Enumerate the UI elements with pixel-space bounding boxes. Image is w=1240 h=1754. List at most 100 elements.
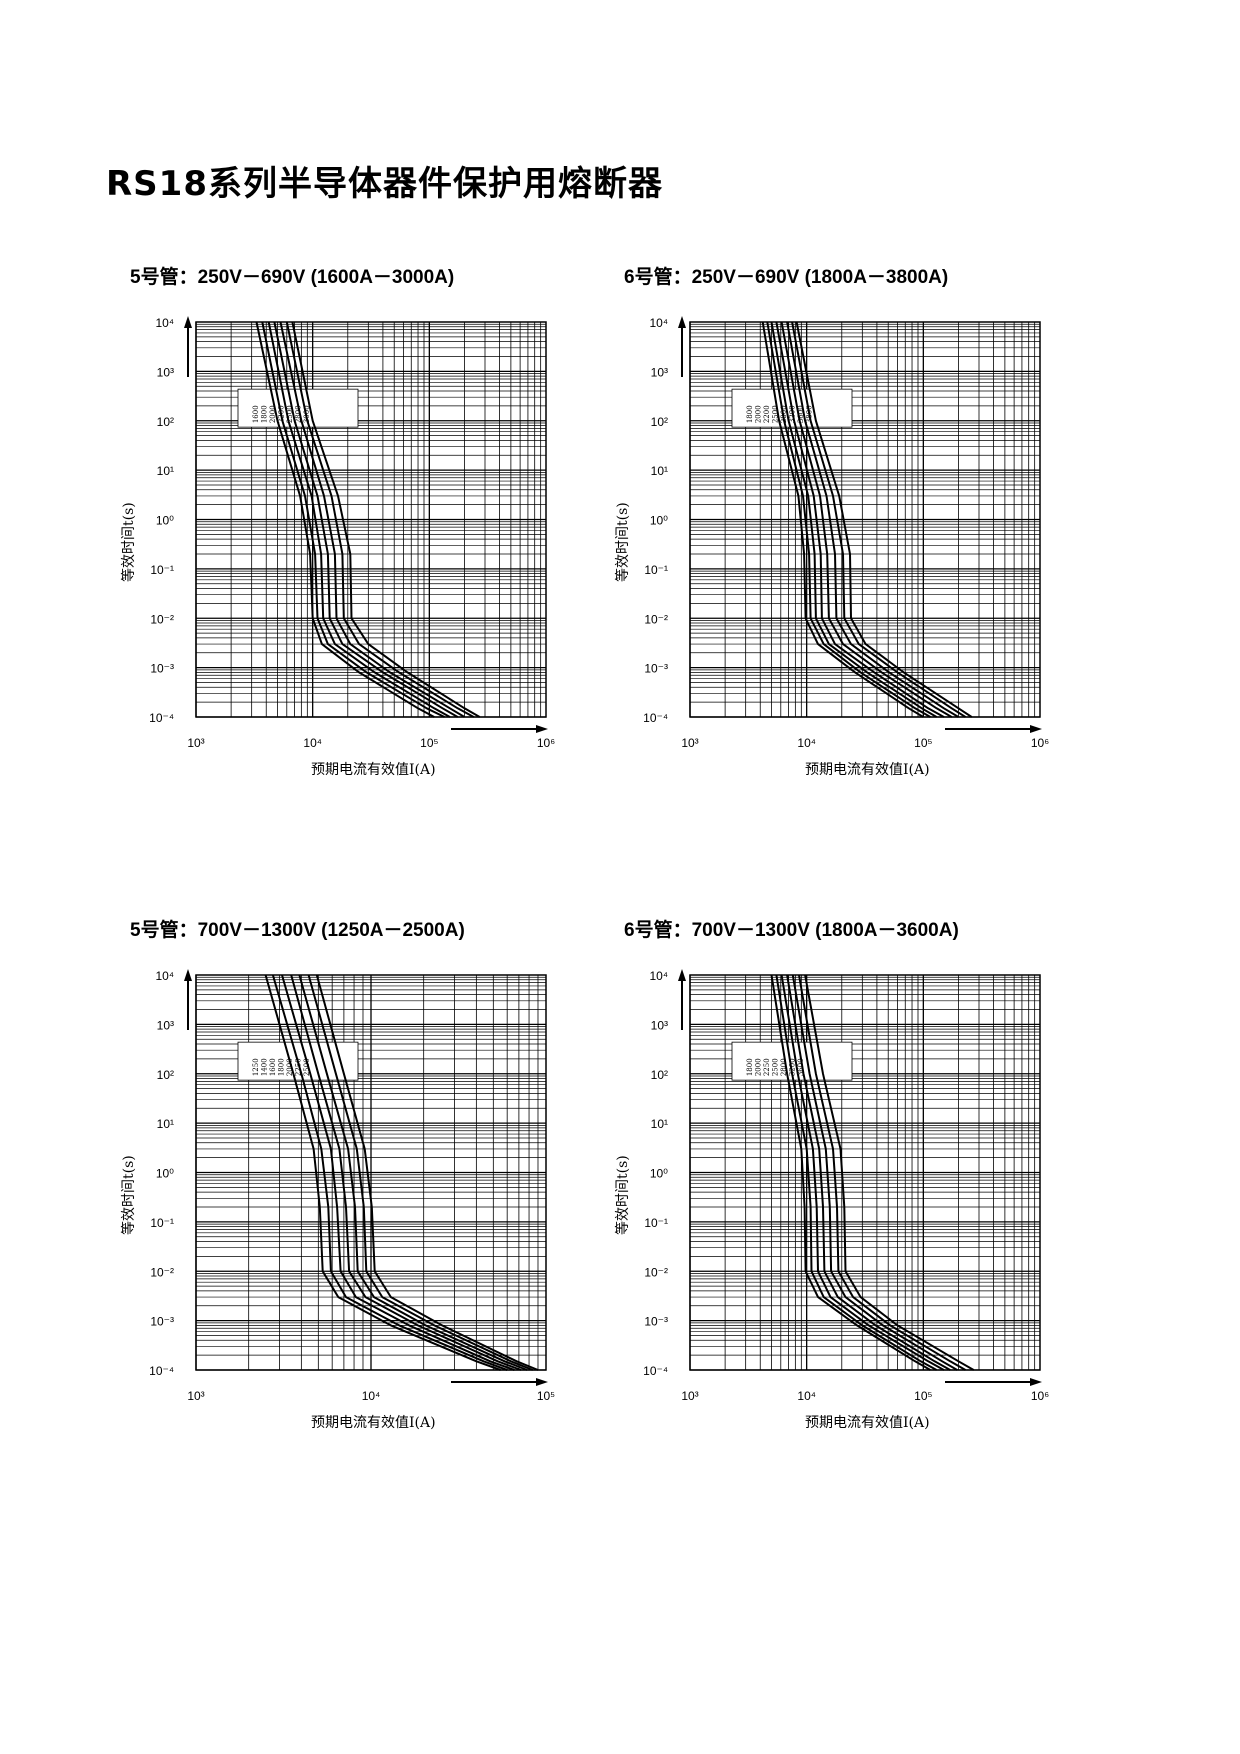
x-axis-arrowhead xyxy=(1030,725,1042,733)
x-tick-label: 10⁴ xyxy=(797,1389,816,1403)
y-axis-arrowhead xyxy=(678,969,686,981)
y-tick-label: 10² xyxy=(157,415,174,429)
y-tick-label: 10³ xyxy=(651,365,668,379)
x-tick-label: 10³ xyxy=(187,1389,204,1403)
legend-label: 2500 xyxy=(286,405,294,423)
legend-label: 1800 xyxy=(746,405,754,423)
series-line xyxy=(791,974,958,1371)
y-tick-label: 10⁴ xyxy=(649,969,668,983)
chart-svg: 10⁴ 10³ 10² 10¹ 10⁰ 10⁻¹ 10⁻² 10⁻³ 10⁻⁴ 10³ 10⁴ 10⁵… xyxy=(149,969,555,1403)
series-line xyxy=(775,321,945,718)
y-tick-label: 10⁻⁴ xyxy=(643,711,668,725)
grid xyxy=(195,322,546,718)
y-tick-label: 10⁻¹ xyxy=(644,1216,668,1230)
legend-label: 1800 xyxy=(278,1058,286,1076)
y-tick-label: 10⁻³ xyxy=(150,1315,174,1329)
chart-heading: 5号管：250V－690V (1600A－3000A) xyxy=(130,267,455,288)
x-tick-label: 10⁴ xyxy=(797,736,816,750)
y-tick-label: 10⁴ xyxy=(155,969,174,983)
series-line xyxy=(273,321,459,718)
series-line xyxy=(770,974,931,1371)
series-line xyxy=(271,974,508,1371)
legend-label: 2000 xyxy=(755,405,763,423)
x-tick-label: 10⁵ xyxy=(914,736,932,750)
legend-label: 2200 xyxy=(763,405,771,423)
plot-frame xyxy=(689,321,1041,718)
x-axis-arrowhead xyxy=(536,725,548,733)
legend-label: 1800 xyxy=(261,405,269,423)
x-tick-label: 10⁵ xyxy=(914,1389,932,1403)
y-tick-label: 10⁴ xyxy=(649,316,668,330)
series-line xyxy=(775,974,938,1371)
legend-label: 2800 xyxy=(780,405,788,423)
series-line xyxy=(298,974,528,1371)
y-tick-label: 10⁻² xyxy=(150,1265,174,1279)
series-line xyxy=(766,321,931,718)
y-tick-label: 10⁻⁴ xyxy=(149,711,174,725)
series-line xyxy=(786,974,951,1371)
y-axis-label: 等效时间t(s) xyxy=(121,502,137,582)
y-tick-label: 10⁻⁴ xyxy=(643,1364,668,1378)
legend-label: 3600 xyxy=(797,405,805,423)
legend-label: 3000 xyxy=(303,405,311,423)
x-axis-label: 预期电流有效值I(A) xyxy=(805,762,930,778)
y-tick-label: 10¹ xyxy=(157,1117,174,1131)
x-axis-label: 预期电流有效值I(A) xyxy=(311,762,436,778)
y-tick-label: 10⁻² xyxy=(644,1265,668,1279)
legend-label: 1600 xyxy=(269,1058,277,1076)
legend-label: 2500 xyxy=(772,1058,780,1076)
legend-label: 3200 xyxy=(789,1058,797,1076)
series-line xyxy=(761,321,924,718)
y-tick-label: 10³ xyxy=(157,365,174,379)
y-axis-label: 等效时间t(s) xyxy=(615,502,631,582)
y-tick-label: 10³ xyxy=(651,1018,668,1032)
legend-label: 1250 xyxy=(252,1058,260,1076)
x-tick-label: 10³ xyxy=(681,1389,698,1403)
y-tick-label: 10¹ xyxy=(651,464,668,478)
legend-label: 2000 xyxy=(269,405,277,423)
y-tick-label: 10⁻³ xyxy=(150,662,174,676)
x-axis-arrowhead xyxy=(1030,1378,1042,1386)
y-tick-label: 10⁻² xyxy=(644,612,668,626)
series-line xyxy=(290,974,522,1371)
chart-5-250-690: 5号管：250V－690V (1600A－3000A) 10⁴ 10³ 10² 10¹… xyxy=(106,262,666,822)
series-line xyxy=(279,321,466,718)
y-tick-label: 10⁻¹ xyxy=(150,563,174,577)
x-tick-label: 10⁶ xyxy=(1031,736,1049,750)
y-tick-label: 10¹ xyxy=(157,464,174,478)
series-group xyxy=(255,321,481,718)
page-title: RS18系列半导体器件保护用熔断器 xyxy=(106,164,663,204)
series-group xyxy=(770,974,975,1371)
x-tick-label: 10⁵ xyxy=(537,1389,555,1403)
legend-label: 2000 xyxy=(286,1058,294,1076)
y-tick-label: 10⁻⁴ xyxy=(149,1364,174,1378)
x-tick-label: 10⁵ xyxy=(420,736,438,750)
series-line xyxy=(281,974,515,1371)
chart-5-700-1300: 5号管：700V－1300V (1250A－2500A) 10⁴ 10³ 10² 10… xyxy=(106,915,666,1475)
legend-label: 3600 xyxy=(797,1058,805,1076)
plot-frame xyxy=(689,974,1041,1371)
y-tick-label: 10⁰ xyxy=(156,1167,174,1181)
chart-svg: 10⁴ 10³ 10² 10¹ 10⁰ 10⁻¹ 10⁻² 10⁻³ 10⁻⁴ 10³ 10⁴ 10⁵… xyxy=(149,316,555,750)
grid xyxy=(195,975,546,1371)
x-axis-label: 预期电流有效值I(A) xyxy=(805,1415,930,1431)
series-line xyxy=(307,974,534,1371)
x-tick-label: 10⁶ xyxy=(1031,1389,1049,1403)
chart-svg: 10⁴ 10³ 10² 10¹ 10⁰ 10⁻¹ 10⁻² 10⁻³ 10⁻⁴ 10³ 10⁴ 10⁵… xyxy=(643,969,1049,1403)
y-tick-label: 10¹ xyxy=(651,1117,668,1131)
series-line xyxy=(795,321,973,718)
x-axis-arrowhead xyxy=(536,1378,548,1386)
series-line xyxy=(804,974,975,1371)
x-tick-label: 10³ xyxy=(681,736,698,750)
chart-heading: 6号管：250V－690V (1800A－3800A) xyxy=(624,267,949,288)
y-tick-label: 10³ xyxy=(157,1018,174,1032)
series-group xyxy=(761,321,973,718)
chart-heading: 6号管：700V－1300V (1800A－3600A) xyxy=(624,920,959,941)
y-tick-label: 10⁻³ xyxy=(644,662,668,676)
series-line xyxy=(780,321,953,718)
series-line xyxy=(770,321,938,718)
x-tick-label: 10⁴ xyxy=(362,1389,381,1403)
chart-6-250-690: 6号管：250V－690V (1800A－3800A) 10⁴ 10³ 10² 10¹… xyxy=(600,262,1160,822)
y-tick-label: 10⁰ xyxy=(156,514,174,528)
legend-label: 2000 xyxy=(755,1058,763,1076)
